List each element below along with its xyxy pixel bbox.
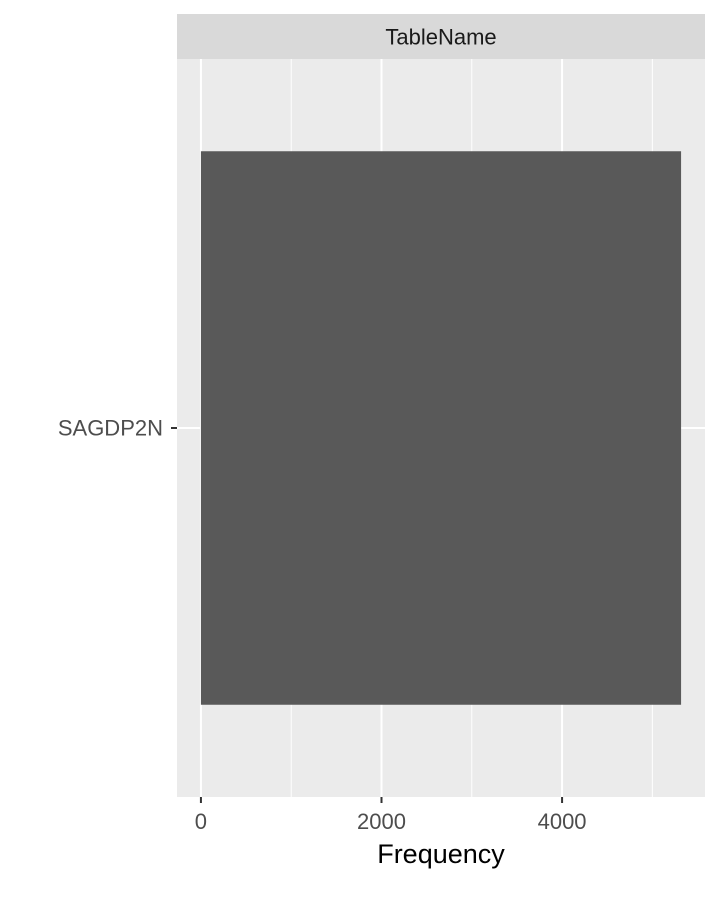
facet-strip-label: TableName bbox=[385, 25, 496, 50]
x-axis-title: Frequency bbox=[377, 839, 505, 869]
bar bbox=[200, 151, 682, 705]
strip-background bbox=[177, 14, 705, 59]
y-tick-label: SAGDP2N bbox=[58, 416, 163, 441]
y-axis: SAGDP2N bbox=[58, 416, 177, 441]
x-tick-label: 2000 bbox=[357, 809, 406, 834]
x-axis: 0 2000 4000 bbox=[195, 797, 587, 834]
x-tick-label: 0 bbox=[195, 809, 207, 834]
x-tick-label: 4000 bbox=[538, 809, 587, 834]
bars bbox=[200, 151, 682, 705]
